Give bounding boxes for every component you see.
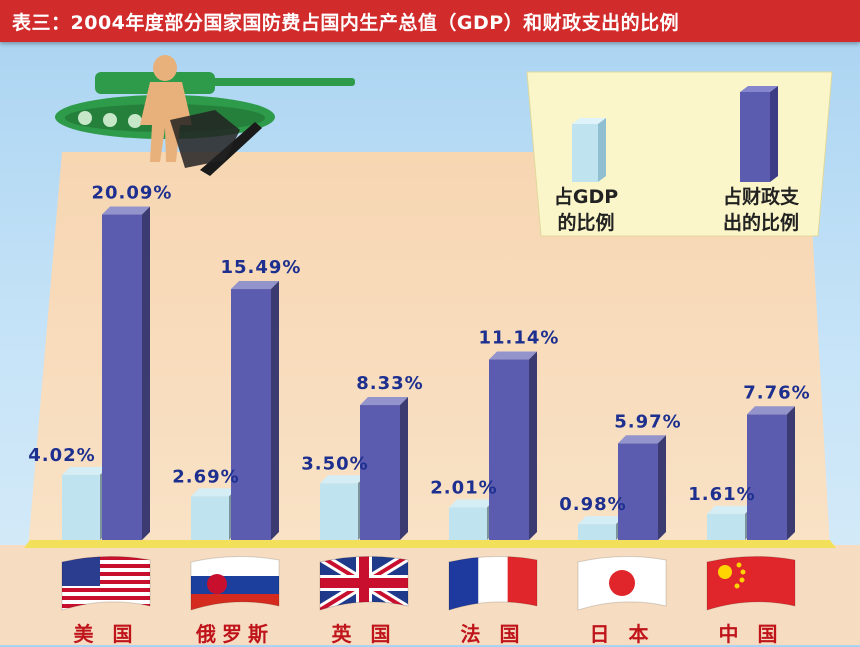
- legend-swatch-gdp: [572, 118, 606, 182]
- bar-fiscal-2-top: [360, 397, 408, 406]
- bar-fiscal-0-front: [102, 214, 142, 541]
- bar-gdp-2: [320, 475, 366, 540]
- bar-gdp-3-front: [449, 507, 487, 540]
- bar-fiscal-5: [747, 406, 795, 540]
- bar-gdp-5: [707, 505, 753, 540]
- legend-label-fiscal-line1: 占财政支: [722, 186, 799, 208]
- bar-gdp-4: [578, 516, 624, 540]
- label-gdp-0: 4.02%: [28, 445, 95, 466]
- bar-gdp-0-front: [62, 474, 100, 540]
- bar-fiscal-3-front: [489, 359, 529, 540]
- legend-label-gdp-line2: 的比例: [557, 212, 615, 234]
- legend-label-fiscal-line2: 出的比例: [722, 212, 799, 234]
- bar-gdp-2-top: [320, 475, 366, 484]
- bar-gdp-5-top: [707, 505, 753, 514]
- bar-gdp-1-top: [191, 488, 237, 497]
- country-label-0: 美 国: [73, 622, 139, 646]
- bar-fiscal-0: [102, 206, 150, 541]
- legend-label-fiscal: 占财政支 出的比例: [706, 184, 816, 236]
- bar-gdp-5-front: [707, 513, 745, 540]
- label-fiscal-5: 7.76%: [743, 382, 810, 403]
- label-gdp-2: 3.50%: [301, 453, 368, 474]
- label-gdp-4: 0.98%: [559, 494, 626, 515]
- chart-title: 表三：2004年度部分国家国防费占国内生产总值（GDP）和财政支出的比例: [12, 12, 680, 34]
- country-label-5: 中 国: [718, 622, 784, 646]
- country-label-4: 日 本: [589, 622, 655, 646]
- country-label-3: 法 国: [460, 622, 526, 646]
- bar-fiscal-1-front: [231, 289, 271, 540]
- bar-gdp-1-front: [191, 496, 229, 540]
- bar-gdp-3: [449, 499, 495, 540]
- bar-gdp-4-front: [578, 524, 616, 540]
- bar-gdp-1: [191, 488, 237, 540]
- bar-fiscal-1-top: [231, 281, 279, 290]
- label-fiscal-1: 15.49%: [221, 257, 302, 278]
- country-label-2: 英 国: [331, 622, 397, 646]
- uk-flag-icon: [319, 555, 409, 611]
- france-flag-icon: [448, 555, 538, 611]
- label-fiscal-3: 11.14%: [479, 328, 560, 349]
- title-bar: 表三：2004年度部分国家国防费占国内生产总值（GDP）和财政支出的比例: [0, 0, 860, 42]
- soldier-illustration: [140, 55, 262, 176]
- bar-fiscal-1: [231, 281, 279, 540]
- bar-fiscal-2: [360, 397, 408, 540]
- china-flag-icon: [706, 555, 796, 611]
- label-gdp-5: 1.61%: [688, 484, 755, 505]
- bar-fiscal-0-top: [102, 206, 150, 215]
- bar-fiscal-4: [618, 435, 666, 540]
- bar-gdp-3-top: [449, 499, 495, 508]
- bar-gdp-0: [62, 466, 108, 540]
- bar-gdp-4-top: [578, 516, 624, 525]
- bar-fiscal-4-side: [658, 435, 666, 540]
- label-gdp-3: 2.01%: [430, 477, 497, 498]
- chart-floor: [24, 540, 836, 548]
- bar-fiscal-4-front: [618, 443, 658, 540]
- bar-fiscal-3-side: [529, 351, 537, 540]
- bar-fiscal-3-top: [489, 351, 537, 360]
- bar-fiscal-3: [489, 351, 537, 540]
- label-gdp-1: 2.69%: [172, 466, 239, 487]
- bar-fiscal-4-top: [618, 435, 666, 444]
- label-fiscal-0: 20.09%: [92, 183, 173, 204]
- legend-label-gdp: 占GDP 的比例: [542, 184, 630, 236]
- legend-label-gdp-line1: 占GDP: [553, 186, 619, 208]
- bar-fiscal-2-side: [400, 397, 408, 540]
- bar-fiscal-5-top: [747, 406, 795, 415]
- bar-fiscal-5-front: [747, 414, 787, 540]
- bar-gdp-2-front: [320, 483, 358, 540]
- bar-gdp-0-top: [62, 466, 108, 475]
- bar-fiscal-0-side: [142, 206, 150, 541]
- country-label-1: 俄罗斯: [196, 622, 274, 646]
- label-fiscal-4: 5.97%: [614, 411, 681, 432]
- legend-swatch-fiscal: [740, 86, 778, 182]
- bar-fiscal-2-front: [360, 405, 400, 540]
- bar-fiscal-5-side: [787, 406, 795, 540]
- bar-fiscal-1-side: [271, 281, 279, 540]
- japan-flag-icon: [577, 555, 667, 611]
- legend: [526, 71, 833, 237]
- label-fiscal-2: 8.33%: [356, 373, 423, 394]
